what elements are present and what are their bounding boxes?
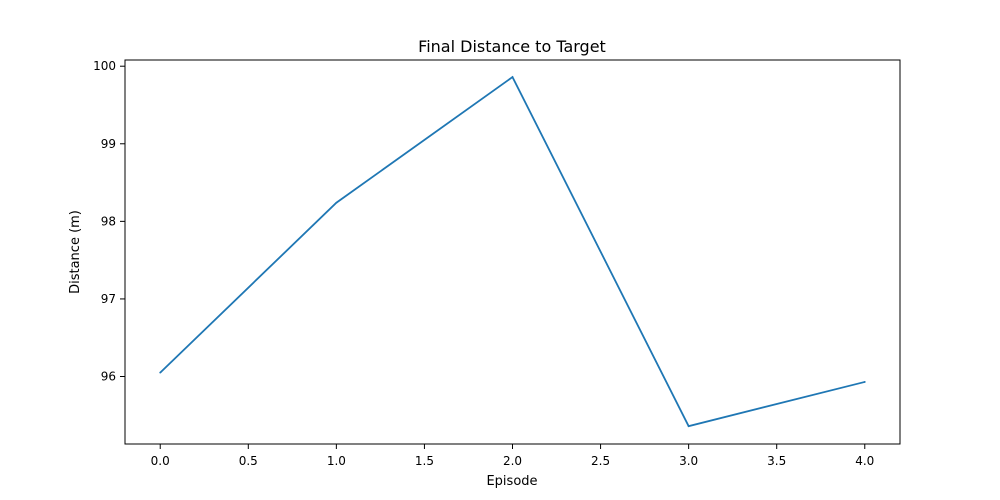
y-axis-label: Distance (m) <box>68 210 83 294</box>
x-tick-label: 1.0 <box>327 454 346 468</box>
x-axis-label: Episode <box>486 474 537 489</box>
x-tick-label: 1.5 <box>415 454 434 468</box>
y-tick-label: 100 <box>93 59 116 73</box>
x-tick-label: 4.0 <box>855 454 874 468</box>
data-point <box>335 201 338 204</box>
y-tick-label: 97 <box>101 292 116 306</box>
x-axis: 0.0 0.5 1.0 1.5 2.0 2.5 3.0 3.5 4.0 <box>151 444 874 468</box>
data-point <box>511 76 514 78</box>
data-point <box>159 371 162 374</box>
x-tick-label: 0.5 <box>239 454 258 468</box>
x-tick-label: 2.0 <box>503 454 522 468</box>
x-tick-label: 3.0 <box>679 454 698 468</box>
plot-area: 0.0 0.5 1.0 1.5 2.0 2.5 3.0 3.5 4.0 96 97 98 99 100 <box>93 59 901 468</box>
chart-title: Final Distance to Target <box>418 37 606 56</box>
data-point <box>687 425 690 428</box>
y-axis: 96 97 98 99 100 <box>93 59 125 384</box>
y-tick-label: 98 <box>101 214 116 228</box>
x-tick-label: 3.5 <box>767 454 786 468</box>
y-tick-label: 99 <box>101 137 116 151</box>
x-tick-label: 0.0 <box>151 454 170 468</box>
y-tick-label: 96 <box>101 370 116 384</box>
data-point <box>863 381 866 383</box>
x-tick-label: 2.5 <box>591 454 610 468</box>
series-layer <box>159 75 866 428</box>
